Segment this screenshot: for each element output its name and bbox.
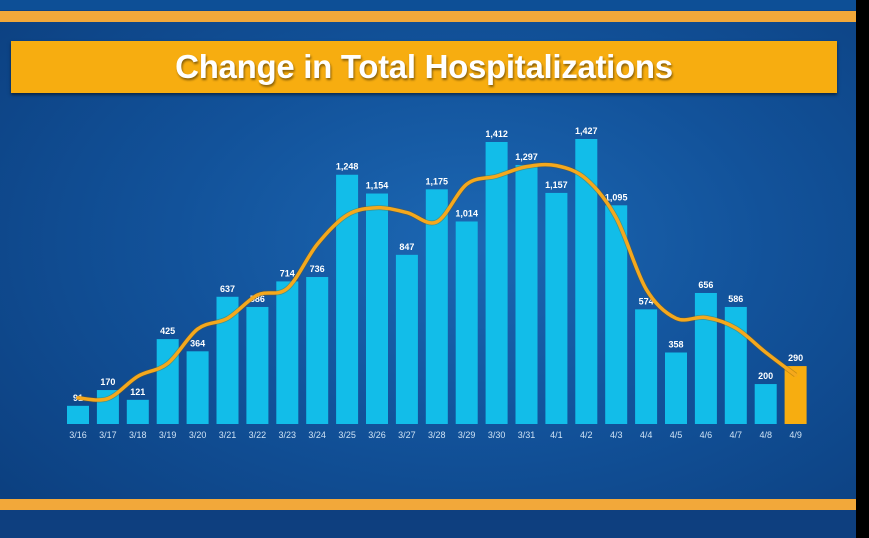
value-label: 425 (160, 326, 175, 336)
value-label: 574 (639, 296, 654, 306)
category-label: 4/1 (550, 430, 563, 440)
value-label: 1,157 (545, 180, 568, 190)
value-label: 736 (310, 264, 325, 274)
value-label: 637 (220, 284, 235, 294)
bar-3/23 (276, 281, 299, 424)
bar-4/8 (754, 384, 777, 424)
category-label: 3/24 (308, 430, 326, 440)
category-label: 3/26 (368, 430, 386, 440)
bar-4/5 (665, 352, 687, 424)
category-label: 3/17 (99, 430, 117, 440)
category-label: 3/23 (279, 430, 297, 440)
value-label: 290 (788, 353, 803, 363)
value-label: 656 (698, 280, 713, 290)
value-label: 358 (668, 340, 683, 350)
value-label: 170 (100, 377, 115, 387)
bar-3/16 (67, 405, 89, 424)
value-label: 586 (728, 294, 743, 304)
value-label: 1,154 (366, 181, 389, 191)
bar-3/22 (246, 306, 269, 424)
bar-4/2 (575, 139, 598, 424)
category-label: 4/2 (580, 430, 593, 440)
category-label: 3/27 (398, 430, 416, 440)
category-label: 3/31 (518, 430, 536, 440)
category-label: 4/5 (670, 430, 683, 440)
value-label: 1,412 (485, 129, 508, 139)
bar-4/3 (605, 205, 628, 424)
value-label: 200 (758, 371, 773, 381)
bar-3/26 (366, 193, 388, 424)
bar-3/20 (186, 351, 209, 424)
bar-3/29 (455, 221, 478, 424)
bar-3/28 (425, 189, 448, 424)
category-label: 3/19 (159, 430, 177, 440)
category-label: 3/16 (69, 430, 87, 440)
title-banner: Change in Total Hospitalizations (11, 41, 837, 93)
value-label: 1,175 (426, 176, 449, 186)
bar-4/7 (724, 306, 747, 424)
category-label: 3/30 (488, 430, 506, 440)
bar-3/21 (216, 296, 239, 424)
category-label: 3/18 (129, 430, 147, 440)
category-label: 4/8 (759, 430, 772, 440)
bar-4/1 (545, 192, 568, 424)
trend-line (76, 162, 798, 402)
bar-4/6 (694, 292, 717, 424)
value-label: 1,248 (336, 162, 359, 172)
bar-4/9 (784, 366, 807, 424)
category-label: 4/6 (700, 430, 713, 440)
value-label: 364 (190, 338, 205, 348)
bar-4/4 (635, 309, 658, 424)
value-label: 714 (280, 268, 295, 278)
category-label: 3/28 (428, 430, 446, 440)
value-label: 847 (399, 242, 414, 252)
value-label: 1,297 (515, 152, 538, 162)
category-label: 4/7 (730, 430, 743, 440)
value-label: 1,427 (575, 126, 598, 136)
bar-3/25 (336, 174, 359, 424)
value-label: 1,095 (605, 192, 628, 202)
bar-3/24 (306, 277, 329, 424)
category-label: 4/3 (610, 430, 623, 440)
top-stripe (0, 11, 856, 22)
category-label: 3/21 (219, 430, 237, 440)
category-label: 3/29 (458, 430, 476, 440)
category-label: 4/4 (640, 430, 653, 440)
bar-3/31 (515, 164, 538, 424)
bottom-bar (0, 510, 856, 538)
bar-3/27 (395, 254, 418, 424)
bottom-stripe (0, 499, 856, 510)
value-label: 1,014 (455, 208, 478, 218)
bar-3/30 (485, 141, 508, 424)
category-label: 4/9 (789, 430, 802, 440)
value-label: 586 (250, 294, 265, 304)
bar-3/18 (126, 399, 149, 424)
category-label: 3/25 (338, 430, 356, 440)
chart-title: Change in Total Hospitalizations (175, 48, 673, 85)
category-label: 3/20 (189, 430, 207, 440)
category-label: 3/22 (249, 430, 267, 440)
value-label: 121 (130, 387, 145, 397)
